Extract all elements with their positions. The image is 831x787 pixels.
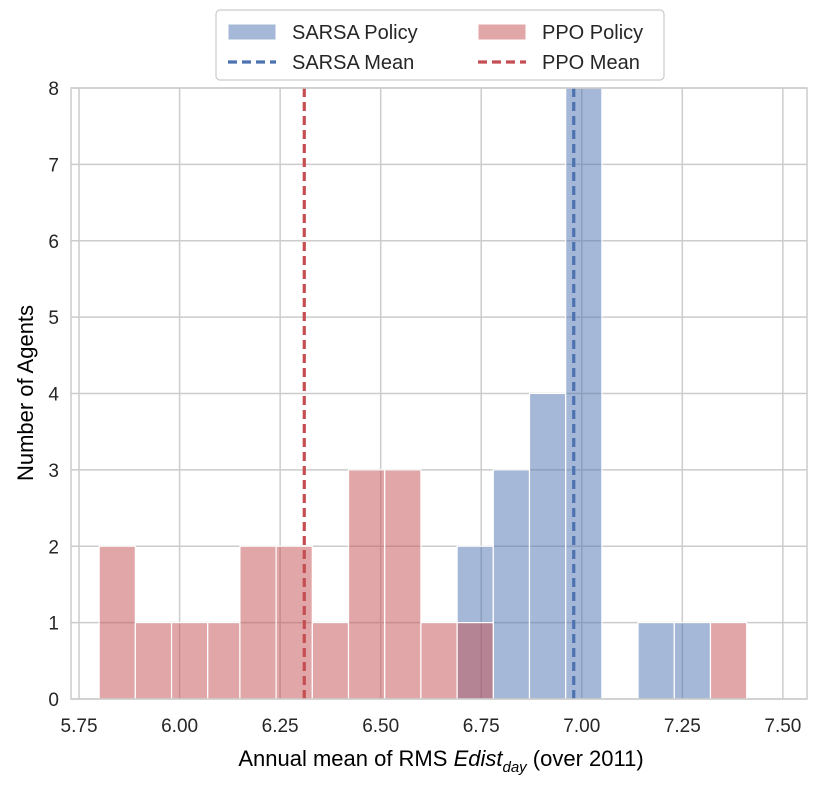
y-tick-label: 1 [48, 614, 59, 635]
x-tick-label: 6.00 [161, 716, 198, 737]
x-tick-label: 6.25 [262, 716, 299, 737]
legend-label: PPO Mean [542, 52, 640, 74]
ppo-bar [384, 469, 422, 700]
ppo-bar [311, 622, 350, 700]
legend: SARSA Policy PPO Policy SARSA Mean PPO Mean [215, 9, 665, 81]
y-axis-ticks: 0 1 2 3 4 5 6 7 8 [48, 79, 59, 711]
legend-box [215, 9, 665, 81]
ppo-bar [239, 545, 277, 700]
legend-swatch [227, 23, 277, 41]
legend-label: PPO Policy [542, 22, 643, 44]
y-tick-label: 0 [48, 690, 59, 711]
y-axis-label: Number of Agents [13, 305, 38, 481]
sarsa-bar [673, 622, 712, 700]
ppo-bar [275, 545, 313, 700]
ppo-bar [709, 622, 748, 700]
x-tick-label: 7.50 [764, 716, 801, 737]
sarsa-bar [637, 622, 675, 700]
x-tick-label: 5.75 [61, 716, 98, 737]
y-tick-label: 3 [48, 461, 59, 482]
ppo-bar [98, 545, 136, 700]
bars [98, 87, 748, 700]
grid-lines [71, 87, 807, 700]
ppo-bar [207, 622, 241, 700]
sarsa-bar [565, 87, 603, 700]
y-tick-label: 8 [48, 79, 59, 100]
ppo-bar [134, 622, 173, 700]
legend-label: SARSA Mean [292, 52, 414, 74]
y-tick-label: 7 [48, 155, 59, 176]
x-axis-label: Annual mean of RMS Edistday (over 2011) [238, 746, 643, 776]
x-axis-ticks: 5.75 6.00 6.25 6.50 6.75 7.00 7.25 7.50 [61, 716, 802, 737]
y-tick-label: 2 [48, 537, 59, 558]
ppo-bar [456, 622, 494, 700]
legend-swatch [477, 23, 527, 41]
ppo-bar [420, 622, 458, 700]
x-tick-label: 6.75 [463, 716, 500, 737]
y-tick-label: 6 [48, 232, 59, 253]
x-tick-label: 7.25 [664, 716, 701, 737]
x-tick-label: 7.00 [563, 716, 600, 737]
legend-label: SARSA Policy [292, 22, 418, 44]
sarsa-bar [492, 469, 531, 700]
mean-lines [302, 88, 576, 699]
ppo-bar [170, 622, 209, 700]
x-tick-label: 6.50 [362, 716, 399, 737]
ppo-bar [347, 469, 386, 700]
sarsa-bar [528, 392, 567, 700]
plot-frame [70, 87, 808, 700]
y-tick-label: 5 [48, 308, 59, 329]
y-tick-label: 4 [48, 385, 59, 406]
